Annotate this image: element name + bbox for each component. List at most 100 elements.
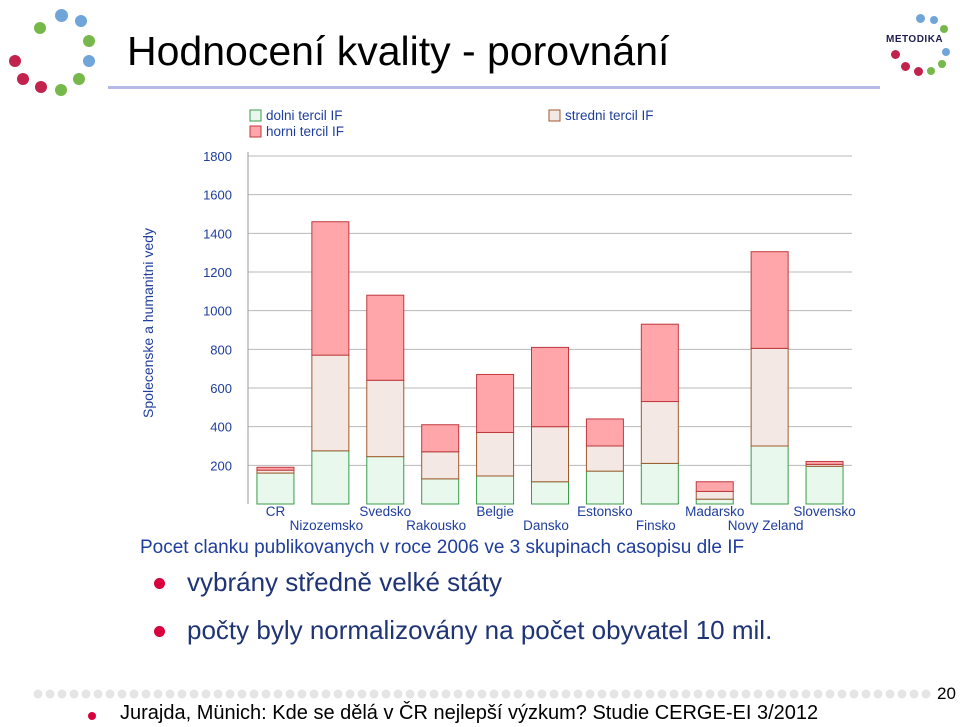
footer-dot bbox=[657, 689, 667, 699]
footer-dot bbox=[813, 689, 823, 699]
bar-segment-Svedsko-2 bbox=[366, 294, 405, 381]
legend-swatch bbox=[249, 109, 262, 122]
footer-bullet-marker bbox=[88, 712, 96, 720]
bar-segment-Dansko-2 bbox=[531, 346, 569, 428]
footer-dot bbox=[621, 689, 631, 699]
footer-dot bbox=[477, 689, 487, 699]
footer-dot bbox=[417, 689, 427, 699]
bar-segment-Belgie-1 bbox=[476, 431, 515, 477]
y-tick-label: 400 bbox=[210, 420, 232, 435]
footer-dot bbox=[345, 689, 355, 699]
x-tick-label: Svedsko bbox=[359, 504, 411, 519]
footer-dot bbox=[537, 689, 547, 699]
bar-segment-Estonsko-0 bbox=[585, 470, 624, 505]
x-tick-label: Nizozemsko bbox=[290, 518, 364, 533]
footer-dot bbox=[789, 689, 799, 699]
footer-dot bbox=[393, 689, 403, 699]
footer-dot bbox=[765, 689, 775, 699]
footer-dot bbox=[921, 689, 931, 699]
bar-segment-Svedsko-0 bbox=[366, 456, 405, 505]
x-tick-label: CR bbox=[266, 504, 286, 519]
footer-dot bbox=[681, 689, 691, 699]
footer-dot bbox=[741, 689, 751, 699]
legend-swatch bbox=[249, 125, 262, 138]
legend-label: dolni tercil IF bbox=[266, 108, 343, 123]
footer-dot bbox=[105, 689, 115, 699]
legend-label: stredni tercil IF bbox=[565, 108, 654, 123]
logo-text: METODIKA bbox=[886, 34, 944, 45]
bar-segment-Rakousko-0 bbox=[421, 478, 460, 505]
footer-dot bbox=[489, 689, 499, 699]
footer-dot bbox=[801, 689, 811, 699]
footer-dot bbox=[465, 689, 475, 699]
y-tick-label: 1200 bbox=[203, 265, 232, 280]
bar-segment-Slovensko-2 bbox=[805, 460, 844, 465]
footer-dot bbox=[501, 689, 511, 699]
y-tick-label: 600 bbox=[210, 381, 232, 396]
y-tick-label: 1600 bbox=[203, 188, 232, 203]
footer-dot bbox=[261, 689, 271, 699]
bar-segment-Novy Zeland-1 bbox=[750, 347, 789, 447]
footer-dot bbox=[585, 689, 595, 699]
footer-dot bbox=[225, 689, 235, 699]
footer-dot bbox=[573, 689, 583, 699]
footer-dot bbox=[429, 689, 439, 699]
footer-dot bbox=[285, 689, 295, 699]
footer-dot bbox=[861, 689, 871, 699]
bar-segment-Slovensko-0 bbox=[805, 465, 844, 505]
bar-segment-Madarsko-1 bbox=[695, 490, 734, 500]
footer-dot bbox=[729, 689, 739, 699]
bar-segment-Svedsko-1 bbox=[366, 379, 405, 458]
footer-dot bbox=[753, 689, 763, 699]
footer-dot bbox=[69, 689, 79, 699]
y-tick-label: 800 bbox=[210, 342, 232, 357]
footer-dot bbox=[873, 689, 883, 699]
footer-dot bbox=[117, 689, 127, 699]
footer-dot bbox=[273, 689, 283, 699]
footer-dot bbox=[369, 689, 379, 699]
x-tick-label: Slovensko bbox=[793, 504, 855, 519]
footer-dot bbox=[825, 689, 835, 699]
x-tick-label: Belgie bbox=[476, 504, 514, 519]
bar-segment-Finsko-0 bbox=[640, 462, 679, 505]
footer-dot bbox=[333, 689, 343, 699]
bar-segment-Finsko-1 bbox=[640, 401, 679, 464]
bar-segment-Novy Zeland-0 bbox=[750, 445, 789, 505]
bar-segment-Estonsko-2 bbox=[585, 418, 624, 447]
footer-dot bbox=[177, 689, 187, 699]
footer-dot bbox=[321, 689, 331, 699]
footer-dot bbox=[837, 689, 847, 699]
x-tick-label: Dansko bbox=[523, 518, 569, 533]
bar-segment-CR-2 bbox=[256, 466, 295, 471]
footer-citation: Jurajda, Münich: Kde se dělá v ČR nejlep… bbox=[120, 702, 819, 724]
footer-dot bbox=[717, 689, 727, 699]
bullet-text-1: vybrány středně velké státy bbox=[187, 567, 503, 597]
footer-dot bbox=[885, 689, 895, 699]
bullet-marker-1 bbox=[154, 578, 165, 589]
footer-dot bbox=[645, 689, 655, 699]
footer-dot bbox=[93, 689, 103, 699]
footer-dot bbox=[609, 689, 619, 699]
slide-title: Hodnocení kvality - porovnání bbox=[127, 28, 670, 74]
bar-segment-Estonsko-1 bbox=[585, 445, 624, 472]
bar-segment-Dansko-0 bbox=[531, 481, 569, 505]
footer-dot bbox=[669, 689, 679, 699]
bar-segment-Finsko-2 bbox=[640, 323, 679, 403]
y-axis-ticks: 200 400 600 800 1000 1200 1400 1600 1800 bbox=[203, 149, 232, 473]
footer-dot bbox=[381, 689, 391, 699]
footer-dot bbox=[549, 689, 559, 699]
footer-dot bbox=[441, 689, 451, 699]
footer-dot bbox=[33, 689, 43, 699]
footer-dot bbox=[513, 689, 523, 699]
x-tick-label: Rakousko bbox=[406, 518, 466, 533]
page-number: 20 bbox=[937, 684, 956, 703]
footer-dot bbox=[45, 689, 55, 699]
legend-label: horni tercil IF bbox=[266, 124, 344, 139]
footer-dot bbox=[597, 689, 607, 699]
bullet-marker-2 bbox=[154, 626, 165, 637]
bar-segment-Rakousko-2 bbox=[421, 424, 460, 453]
footer-dot bbox=[693, 689, 703, 699]
footer-dot bbox=[129, 689, 139, 699]
